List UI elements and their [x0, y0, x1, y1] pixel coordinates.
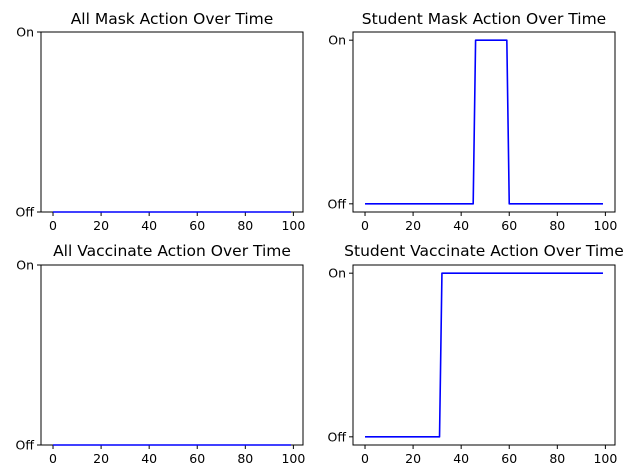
y-tick-label: On: [328, 33, 346, 48]
x-tick-label: 40: [141, 451, 157, 466]
subplot-title: All Mask Action Over Time: [71, 10, 274, 28]
subplot-all-mask: All Mask Action Over Time 0 20 40 60 80 100 Of…: [16, 10, 306, 233]
y-tick-label: Off: [328, 196, 347, 211]
subplot-student-mask: Student Mask Action Over Time 0 20 40 60 80 1…: [328, 10, 618, 233]
subplot-all-vaccinate: All Vaccinate Action Over Time 0 20 40 60 80…: [16, 242, 306, 466]
y-tick-label: Off: [16, 438, 35, 453]
x-tick-label: 40: [141, 218, 157, 233]
x-tick-label: 100: [281, 451, 305, 466]
plot-marks: 0 20 40 60 80 100 Off On: [16, 258, 306, 467]
subplot-title: All Vaccinate Action Over Time: [53, 242, 291, 260]
x-tick-label: 60: [501, 451, 517, 466]
x-tick-label: 0: [49, 218, 57, 233]
plot-marks: 0 20 40 60 80 100 Off On: [16, 25, 306, 234]
x-tick-label: 80: [237, 451, 253, 466]
subplot-title: Student Mask Action Over Time: [362, 10, 606, 28]
x-tick-label: 20: [405, 218, 421, 233]
x-tick-label: 0: [49, 451, 57, 466]
x-tick-label: 20: [405, 451, 421, 466]
plot-marks: 0 20 40 60 80 100 Off On: [328, 33, 618, 233]
y-tick-label: Off: [328, 429, 347, 444]
y-tick-label: On: [328, 266, 346, 281]
x-tick-label: 100: [593, 218, 617, 233]
series-line: [365, 272, 603, 438]
x-tick-label: 100: [593, 451, 617, 466]
series-line: [365, 39, 603, 205]
y-tick-label: On: [16, 25, 34, 40]
x-tick-label: 80: [549, 451, 565, 466]
plot-frame: [352, 264, 616, 446]
x-tick-label: 20: [93, 218, 109, 233]
x-tick-label: 40: [453, 451, 469, 466]
x-tick-label: 60: [189, 451, 205, 466]
x-tick-label: 0: [361, 218, 369, 233]
x-tick-label: 80: [549, 218, 565, 233]
x-tick-label: 80: [237, 218, 253, 233]
x-tick-label: 20: [93, 451, 109, 466]
x-tick-label: 60: [189, 218, 205, 233]
plot-frame: [352, 31, 616, 213]
subplot-title: Student Vaccinate Action Over Time: [344, 242, 624, 260]
subplot-student-vaccinate: Student Vaccinate Action Over Time 0 20 40…: [328, 242, 624, 466]
x-tick-label: 60: [501, 218, 517, 233]
y-tick-label: Off: [16, 205, 35, 220]
x-tick-label: 40: [453, 218, 469, 233]
y-tick-label: On: [16, 258, 34, 273]
x-tick-label: 0: [361, 451, 369, 466]
plot-marks: 0 20 40 60 80 100 Off On: [328, 266, 618, 466]
x-tick-label: 100: [281, 218, 305, 233]
